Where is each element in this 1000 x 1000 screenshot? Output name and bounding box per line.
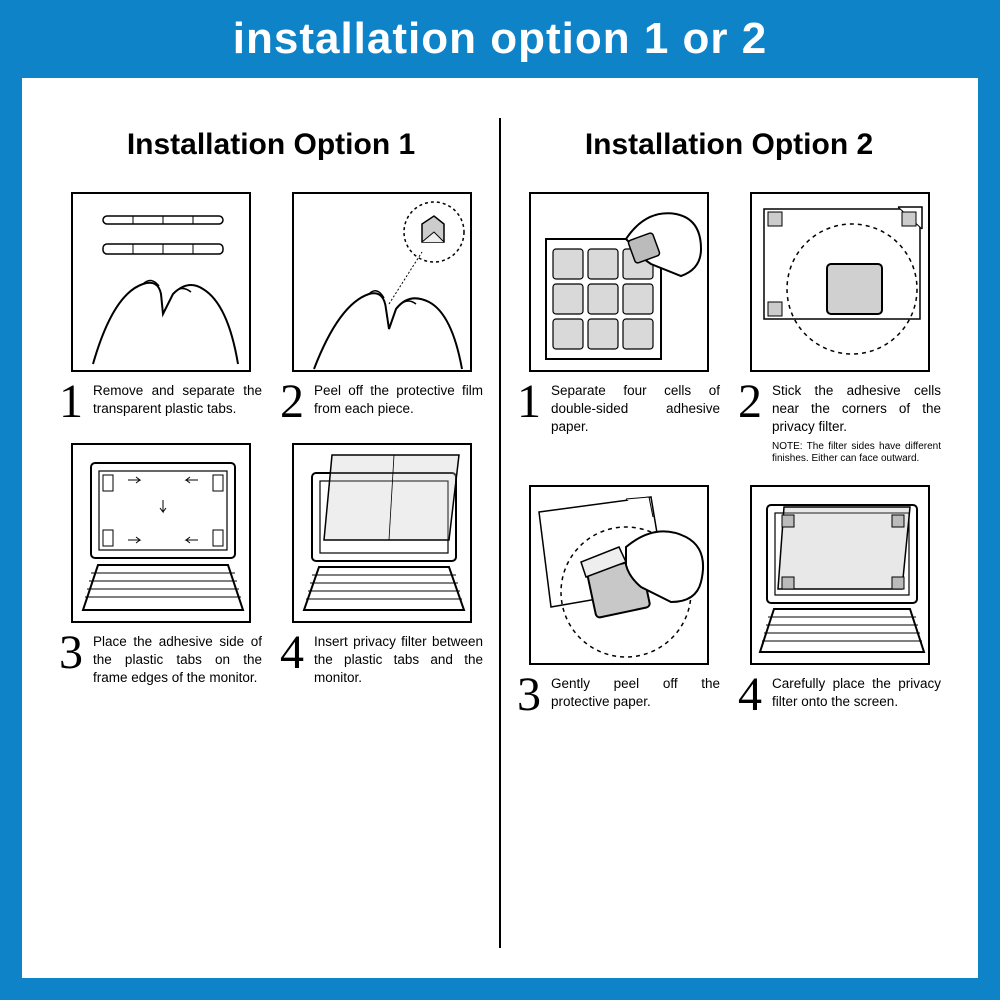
banner-title: installation option 1 or 2 — [0, 0, 1000, 78]
step-number: 1 — [59, 382, 87, 423]
option1-step3: 3 Place the adhesive side of the plastic… — [57, 443, 264, 688]
option2-step3-illustration — [529, 485, 709, 665]
content-area: Installation Option 1 1 Remove an — [22, 78, 978, 978]
option1-column: Installation Option 1 1 Remove an — [42, 108, 500, 958]
option1-step4-illustration — [292, 443, 472, 623]
vertical-divider — [499, 118, 501, 948]
option2-grid: 1 Separate four cells of double-sided ad… — [515, 192, 943, 715]
option2-step4-illustration — [750, 485, 930, 665]
step-text: Insert privacy filter between the plasti… — [314, 633, 483, 688]
option1-grid: 1 Remove and separate the transparent pl… — [57, 192, 485, 687]
option1-step4: 4 Insert privacy filter between the plas… — [278, 443, 485, 688]
step-number: 3 — [517, 675, 545, 716]
step-text: Carefully place the privacy filter onto … — [772, 675, 941, 711]
step-text: Stick the adhesive cells near the corner… — [772, 382, 941, 465]
step-number: 4 — [280, 633, 308, 674]
option1-step2: 2 Peel off the protective film from each… — [278, 192, 485, 423]
option2-step1: 1 Separate four cells of double-sided ad… — [515, 192, 722, 465]
step-note: NOTE: The filter sides have different fi… — [772, 441, 941, 465]
option1-step2-illustration — [292, 192, 472, 372]
step-number: 4 — [738, 675, 766, 716]
option2-title: Installation Option 2 — [515, 128, 943, 162]
step-text: Separate four cells of double-sided adhe… — [551, 382, 720, 437]
step-number: 1 — [517, 382, 545, 423]
option1-title: Installation Option 1 — [57, 128, 485, 162]
step-text: Peel off the protective film from each p… — [314, 382, 483, 418]
step-text: Remove and separate the transparent plas… — [93, 382, 262, 418]
option1-step1: 1 Remove and separate the transparent pl… — [57, 192, 264, 423]
option2-column: Installation Option 2 — [500, 108, 958, 958]
step-number: 2 — [738, 382, 766, 423]
step-text: Gently peel off the protective paper. — [551, 675, 720, 711]
option2-step4: 4 Carefully place the privacy filter ont… — [736, 485, 943, 716]
option2-step3: 3 Gently peel off the protective paper. — [515, 485, 722, 716]
option1-step1-illustration — [71, 192, 251, 372]
option2-step1-illustration — [529, 192, 709, 372]
option2-step2: 2 Stick the adhesive cells near the corn… — [736, 192, 943, 465]
option2-step2-illustration — [750, 192, 930, 372]
step-number: 3 — [59, 633, 87, 674]
step-text: Place the adhesive side of the plastic t… — [93, 633, 262, 688]
option1-step3-illustration — [71, 443, 251, 623]
step-number: 2 — [280, 382, 308, 423]
